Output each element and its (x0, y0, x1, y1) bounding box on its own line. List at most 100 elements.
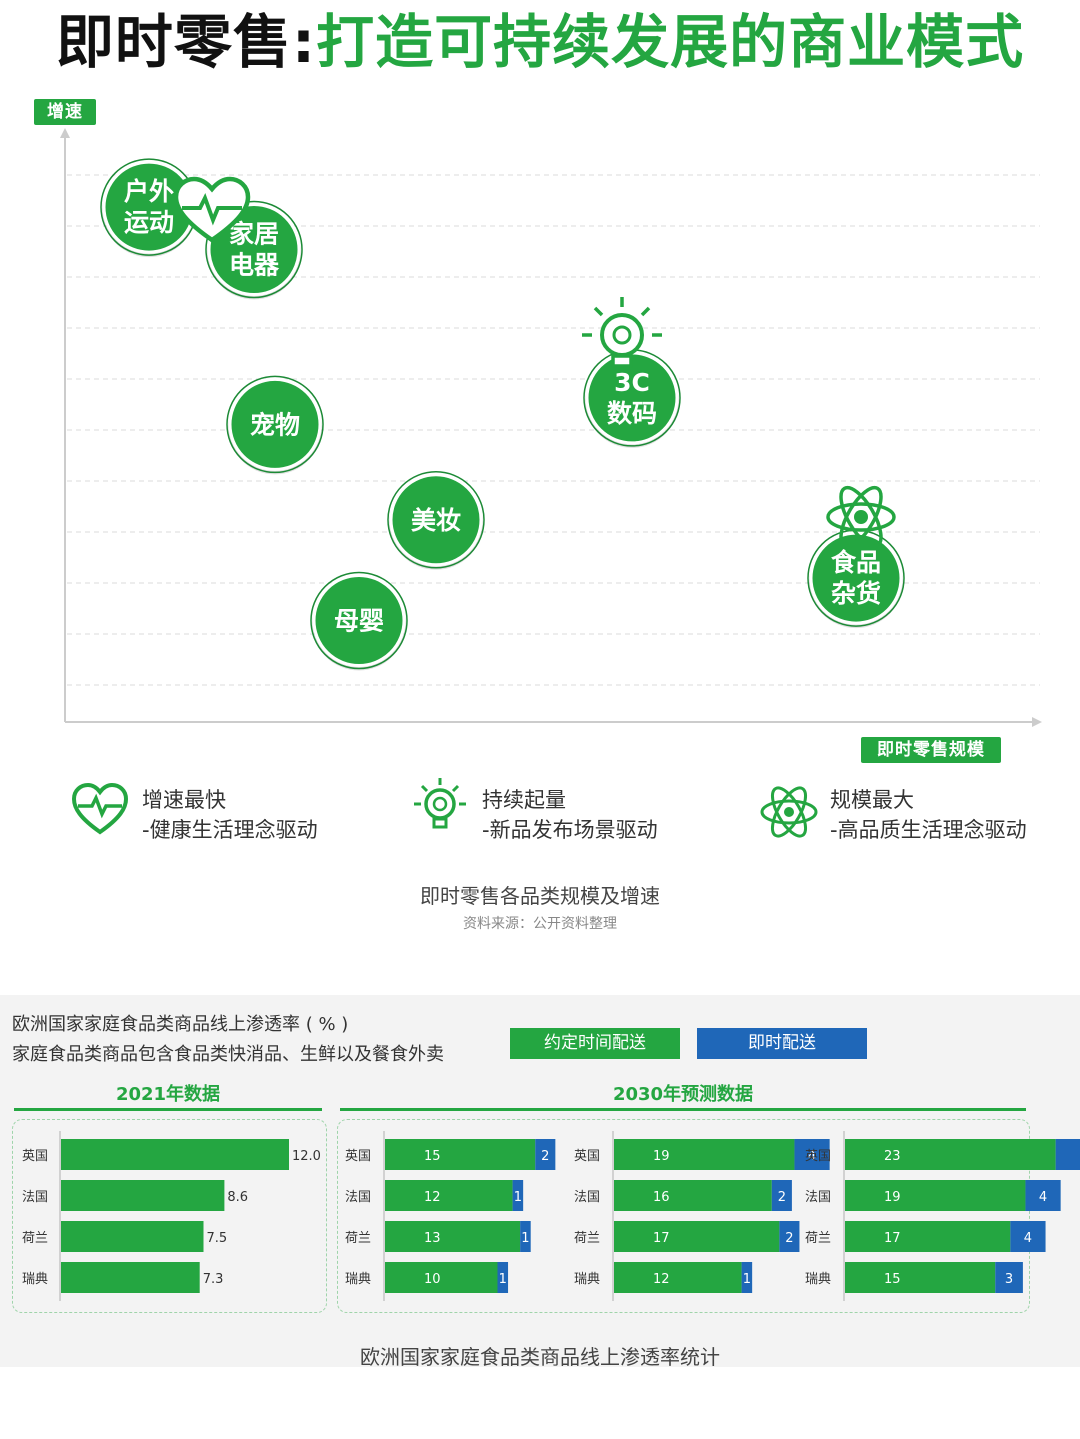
bar-value-label: 8.6 (227, 1190, 248, 1205)
scatter-point: 美妆 (387, 471, 485, 570)
bar-scheduled (385, 1262, 498, 1293)
bar-value-scheduled: 17 (653, 1231, 670, 1246)
heart-pulse-line (182, 192, 242, 226)
bar-scheduled (385, 1180, 513, 1211)
legend-line2: -新品发布场景驱动 (482, 818, 658, 842)
heart-pulse-icon (173, 176, 251, 243)
y-axis-arrow (60, 128, 70, 138)
point-ring (205, 200, 303, 299)
heart-pulse-icon (71, 782, 129, 835)
country-label: 英国 (345, 1149, 371, 1164)
atom-icon (760, 786, 818, 838)
atom-orbit (839, 485, 883, 549)
country-label: 英国 (805, 1149, 831, 1164)
bar-chart-subtitle: 家庭食品类商品包含食品类快消品、生鲜以及餐食外卖 (12, 1044, 444, 1065)
lightbulb-icon (414, 778, 466, 829)
point-disc (228, 377, 322, 471)
bar-value-scheduled: 12 (653, 1272, 670, 1287)
bar-instant (1055, 1139, 1080, 1170)
bar-value-scheduled: 19 (653, 1149, 670, 1164)
country-label: 法国 (574, 1190, 600, 1205)
point-label: 母婴 (334, 607, 384, 636)
bar-instant (535, 1139, 556, 1170)
scatter-caption: 即时零售各品类规模及增速 (420, 884, 660, 908)
atom-orbit (839, 485, 883, 549)
legend-scheduled-delivery: 约定时间配送 (510, 1028, 680, 1059)
legend-line1: 持续起量 (482, 788, 566, 812)
bar-value-scheduled: 16 (653, 1190, 670, 1205)
bar-value-instant: 3 (1005, 1272, 1013, 1287)
country-label: 荷兰 (345, 1231, 371, 1246)
bulb-glass (600, 313, 644, 357)
bar-chart-caption: 欧洲国家家庭食品类商品线上渗透率统计 (360, 1345, 720, 1369)
bar-value-scheduled: 19 (884, 1190, 901, 1205)
point-label: 家居 (229, 220, 279, 249)
x-axis-arrow (1032, 717, 1042, 727)
country-label: 英国 (574, 1149, 600, 1164)
bar-value-label: 7.5 (207, 1231, 228, 1246)
x-axis-label: 即时零售规模 (861, 737, 1001, 763)
bar-instant (497, 1262, 509, 1293)
bar-value-instant: 1 (521, 1231, 529, 1246)
bar-value-label: 7.3 (203, 1272, 224, 1287)
country-label: 英国 (22, 1149, 48, 1164)
country-label: 法国 (22, 1190, 48, 1205)
point-ring (310, 571, 408, 670)
bar-value-instant: 4 (1024, 1231, 1032, 1246)
point-label: 电器 (229, 251, 280, 280)
bar-scheduled (845, 1180, 1026, 1211)
section-title-2021: 2021年数据 (115, 1084, 221, 1105)
bar-instant (512, 1180, 524, 1211)
country-label: 瑞典 (22, 1272, 48, 1287)
atom-icon (826, 485, 896, 549)
country-label: 荷兰 (805, 1231, 831, 1246)
bar-scheduled (614, 1180, 772, 1211)
bar-value-scheduled: 10 (424, 1272, 441, 1287)
country-label: 法国 (345, 1190, 371, 1205)
point-disc (312, 574, 406, 667)
bar-value-instant: 1 (514, 1190, 522, 1205)
bar-scheduled (614, 1221, 780, 1252)
bar-scheduled (614, 1262, 742, 1293)
scatter-point: 宠物 (226, 375, 324, 475)
legend-line2: -高品质生活理念驱动 (830, 818, 1027, 842)
bar-instant (794, 1139, 830, 1170)
bulb-ray (593, 306, 604, 317)
point-label: 户外 (124, 177, 174, 206)
point-ring (226, 375, 324, 474)
box-2030 (337, 1119, 1030, 1313)
bar-value-instant: 1 (499, 1272, 507, 1287)
bar-scheduled (385, 1221, 521, 1252)
country-label: 瑞典 (345, 1272, 371, 1287)
atom-orbit (826, 502, 896, 532)
bar-value-instant: 2 (785, 1231, 793, 1246)
bulb-base (611, 354, 633, 368)
bar-value-scheduled: 15 (884, 1272, 901, 1287)
point-ring (387, 471, 485, 569)
legend-line1: 规模最大 (830, 788, 914, 812)
atom-nucleus (854, 510, 868, 524)
bar-instant (771, 1180, 792, 1211)
bar-value-scheduled: 13 (424, 1231, 441, 1246)
point-label: 运动 (124, 208, 174, 237)
bar-instant (520, 1221, 531, 1252)
section-title-2030: 2030年预测数据 (612, 1084, 754, 1105)
bar-scheduled (845, 1262, 996, 1293)
section-divider-2030 (340, 1108, 1026, 1111)
bar-instant (741, 1262, 753, 1293)
legend-line1: 增速最快 (142, 788, 226, 812)
bar-value-scheduled: 23 (884, 1149, 901, 1164)
country-label: 荷兰 (22, 1231, 48, 1246)
bar-instant (995, 1262, 1023, 1293)
bar-scheduled (614, 1139, 795, 1170)
bar-instant (1010, 1221, 1046, 1252)
country-label: 法国 (805, 1190, 831, 1205)
country-label: 瑞典 (574, 1272, 600, 1287)
bar-scheduled (845, 1221, 1011, 1252)
bar-2021 (61, 1221, 204, 1252)
penetration-bar-charts: 英国 12.0法国 8.6荷兰 7.5瑞典 7.3英国 15 2法国 12 1荷兰 13 1瑞典 10… (22, 1131, 1080, 1301)
bar-instant (779, 1221, 800, 1252)
